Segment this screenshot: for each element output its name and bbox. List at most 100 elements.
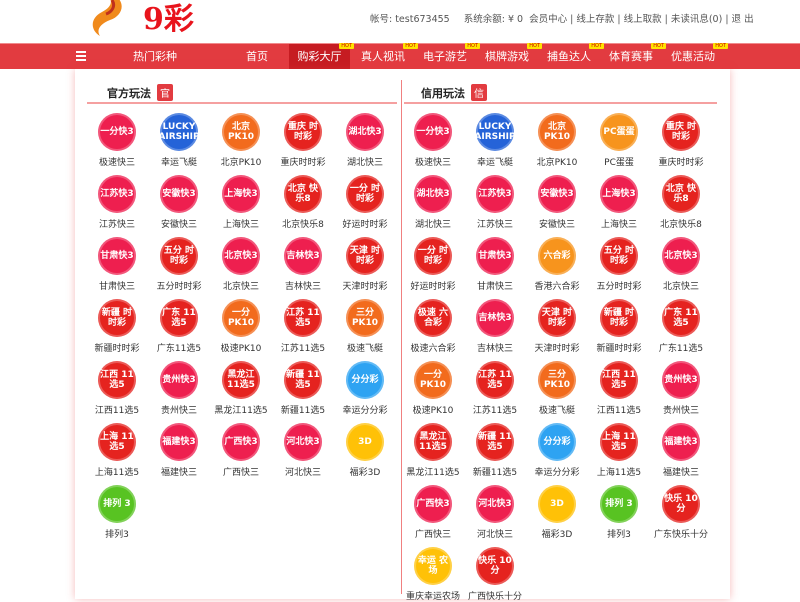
game-name[interactable]: PC蛋蛋 bbox=[604, 158, 634, 168]
game-tile[interactable]: 新疆 时时彩新疆时时彩 bbox=[86, 299, 148, 354]
game-tile[interactable]: 天津 时时彩 天津时时彩 bbox=[526, 299, 588, 354]
game-name[interactable]: 五分时时彩 bbox=[156, 282, 202, 292]
game-name[interactable]: 新疆时时彩 bbox=[94, 344, 140, 354]
k3-game-icon[interactable]: 上海快3 bbox=[600, 175, 638, 213]
game-tile[interactable]: 安徽快3 安徽快三 bbox=[526, 175, 588, 230]
x5-game-icon[interactable]: 江西 11选5 bbox=[600, 361, 638, 399]
game-name[interactable]: 上海快三 bbox=[222, 220, 259, 230]
game-tile[interactable]: 分分彩 幸运分分彩 bbox=[526, 423, 588, 478]
game-tile[interactable]: 一分 PK10 极速PK10 bbox=[210, 299, 272, 354]
pk10-game-icon[interactable]: 一分 PK10 bbox=[222, 299, 260, 337]
link-withdraw[interactable]: 线上取款 bbox=[623, 14, 662, 25]
hot-lottery-menu[interactable]: 热门彩种 bbox=[133, 50, 177, 63]
game-name[interactable]: 五分时时彩 bbox=[596, 282, 642, 292]
game-tile[interactable]: 江苏 11选5 江苏11选5 bbox=[272, 299, 334, 354]
game-tile[interactable]: 上海快3 上海快三 bbox=[210, 175, 272, 230]
game-name[interactable]: 河北快三 bbox=[476, 530, 513, 540]
x5-game-icon[interactable]: 江苏 11选5 bbox=[284, 299, 322, 337]
game-tile[interactable]: 上海 11选5 上海11选5 bbox=[588, 423, 650, 478]
ssc-game-icon[interactable]: 天津 时时彩 bbox=[538, 299, 576, 337]
game-name[interactable]: 上海11选5 bbox=[596, 468, 642, 478]
k3-game-icon[interactable]: 福建快3 bbox=[662, 423, 700, 461]
game-tile[interactable]: 新疆 11选5 新疆11选5 bbox=[272, 361, 334, 416]
game-name[interactable]: 上海11选5 bbox=[94, 468, 140, 478]
k3-game-icon[interactable]: 江苏快3 bbox=[476, 175, 514, 213]
pc-game-icon[interactable]: PC蛋蛋 bbox=[600, 113, 638, 151]
k3-game-icon[interactable]: 河北快3 bbox=[476, 485, 514, 523]
logo-dragon-icon[interactable] bbox=[86, 0, 130, 36]
game-name[interactable]: 重庆时时彩 bbox=[280, 158, 326, 168]
game-name[interactable]: 排列3 bbox=[607, 530, 631, 540]
x5-game-icon[interactable]: 江苏 11选5 bbox=[476, 361, 514, 399]
game-tile[interactable]: 排列 3 排列3 bbox=[86, 485, 148, 540]
game-tile[interactable]: 六合彩 香港六合彩 bbox=[526, 237, 588, 292]
game-name[interactable]: 重庆幸运农场 bbox=[405, 592, 460, 602]
ssc-game-icon[interactable]: 新疆 时时彩 bbox=[98, 299, 136, 337]
k3-game-icon[interactable]: 甘肃快3 bbox=[476, 237, 514, 275]
game-name[interactable]: 幸运飞艇 bbox=[476, 158, 513, 168]
game-tile[interactable]: 五分 时时彩 五分时时彩 bbox=[148, 237, 210, 292]
game-name[interactable]: 重庆时时彩 bbox=[658, 158, 704, 168]
game-name[interactable]: 江苏快三 bbox=[476, 220, 513, 230]
k3-game-icon[interactable]: 江苏快3 bbox=[98, 175, 136, 213]
game-tile[interactable]: 吉林快3 吉林快三 bbox=[464, 299, 526, 354]
game-name[interactable]: 广东11选5 bbox=[658, 344, 704, 354]
game-tile[interactable]: 北京 PK10 北京PK10 bbox=[210, 113, 272, 168]
game-name[interactable]: 福建快三 bbox=[662, 468, 699, 478]
game-tile[interactable]: 湖北快3 湖北快三 bbox=[334, 113, 396, 168]
x5-game-icon[interactable]: 上海 11选5 bbox=[600, 423, 638, 461]
link-member-center[interactable]: 会员中心 bbox=[529, 14, 568, 25]
k3-game-icon[interactable]: 贵州快3 bbox=[662, 361, 700, 399]
game-name[interactable]: 北京PK10 bbox=[220, 158, 262, 168]
nav-item[interactable]: 优惠活动 HOT bbox=[662, 43, 728, 70]
ffc-game-icon[interactable]: 分分彩 bbox=[346, 361, 384, 399]
game-name[interactable]: 新疆11选5 bbox=[280, 406, 326, 416]
game-name[interactable]: 极速PK10 bbox=[412, 406, 454, 416]
k3-game-icon[interactable]: 安徽快3 bbox=[160, 175, 198, 213]
ssc-game-icon[interactable]: 天津 时时彩 bbox=[346, 237, 384, 275]
game-tile[interactable]: 广西快3 广西快三 bbox=[402, 485, 464, 540]
ssc-game-icon[interactable]: 一分 时时彩 bbox=[346, 175, 384, 213]
pk10-game-icon[interactable]: 三分 PK10 bbox=[538, 361, 576, 399]
game-tile[interactable]: 新疆 11选5 新疆11选5 bbox=[464, 423, 526, 478]
game-name[interactable]: 吉林快三 bbox=[284, 282, 321, 292]
k3-game-icon[interactable]: 甘肃快3 bbox=[98, 237, 136, 275]
game-tile[interactable]: 重庆 时时彩 重庆时时彩 bbox=[272, 113, 334, 168]
nav-item[interactable]: 真人视讯 HOT bbox=[352, 43, 418, 70]
game-name[interactable]: 甘肃快三 bbox=[476, 282, 513, 292]
game-name[interactable]: 江苏快三 bbox=[98, 220, 135, 230]
k3-game-icon[interactable]: 湖北快3 bbox=[346, 113, 384, 151]
game-name[interactable]: 北京快三 bbox=[222, 282, 259, 292]
game-name[interactable]: 江西11选5 bbox=[94, 406, 140, 416]
game-name[interactable]: 极速快三 bbox=[414, 158, 451, 168]
ssc-game-icon[interactable]: 北京 快乐8 bbox=[284, 175, 322, 213]
game-name[interactable]: 贵州快三 bbox=[662, 406, 699, 416]
game-tile[interactable]: 江苏快3 江苏快三 bbox=[464, 175, 526, 230]
game-tile[interactable]: 上海快3 上海快三 bbox=[588, 175, 650, 230]
game-name[interactable]: 极速PK10 bbox=[220, 344, 262, 354]
link-deposit[interactable]: 线上存款 bbox=[576, 14, 615, 25]
game-tile[interactable]: 极速 六合彩 极速六合彩 bbox=[402, 299, 464, 354]
game-name[interactable]: 好运时时彩 bbox=[342, 220, 388, 230]
game-name[interactable]: 广西快三 bbox=[222, 468, 259, 478]
game-name[interactable]: 吉林快三 bbox=[476, 344, 513, 354]
game-tile[interactable]: 五分 时时彩 五分时时彩 bbox=[588, 237, 650, 292]
game-name[interactable]: 江苏11选5 bbox=[280, 344, 326, 354]
lucky-game-icon[interactable]: LUCKY AIRSHIP bbox=[158, 113, 200, 151]
nav-item[interactable]: 购彩大厅 HOT bbox=[289, 43, 354, 70]
game-tile[interactable]: 江西 11选5 江西11选5 bbox=[86, 361, 148, 416]
nav-item[interactable]: 棋牌游戏 HOT bbox=[476, 43, 542, 70]
d3-game-icon[interactable]: 幸运 农场 bbox=[414, 547, 452, 585]
game-name[interactable]: 福彩3D bbox=[541, 530, 573, 540]
game-name[interactable]: 广东11选5 bbox=[156, 344, 202, 354]
k3-game-icon[interactable]: 一分快3 bbox=[414, 113, 452, 151]
game-name[interactable]: 排列3 bbox=[105, 530, 129, 540]
game-name[interactable]: 广西快乐十分 bbox=[467, 592, 522, 602]
game-tile[interactable]: LUCKY AIRSHIP 幸运飞艇 bbox=[464, 113, 526, 168]
pk10-game-icon[interactable]: 一分 PK10 bbox=[414, 361, 452, 399]
game-tile[interactable]: 重庆 时时彩 重庆时时彩 bbox=[650, 113, 712, 168]
d3-game-icon[interactable]: 3D bbox=[538, 485, 576, 523]
game-tile[interactable]: 3D 福彩3D bbox=[526, 485, 588, 540]
game-tile[interactable]: 江苏 11选5 江苏11选5 bbox=[464, 361, 526, 416]
pc-game-icon[interactable]: 六合彩 bbox=[538, 237, 576, 275]
